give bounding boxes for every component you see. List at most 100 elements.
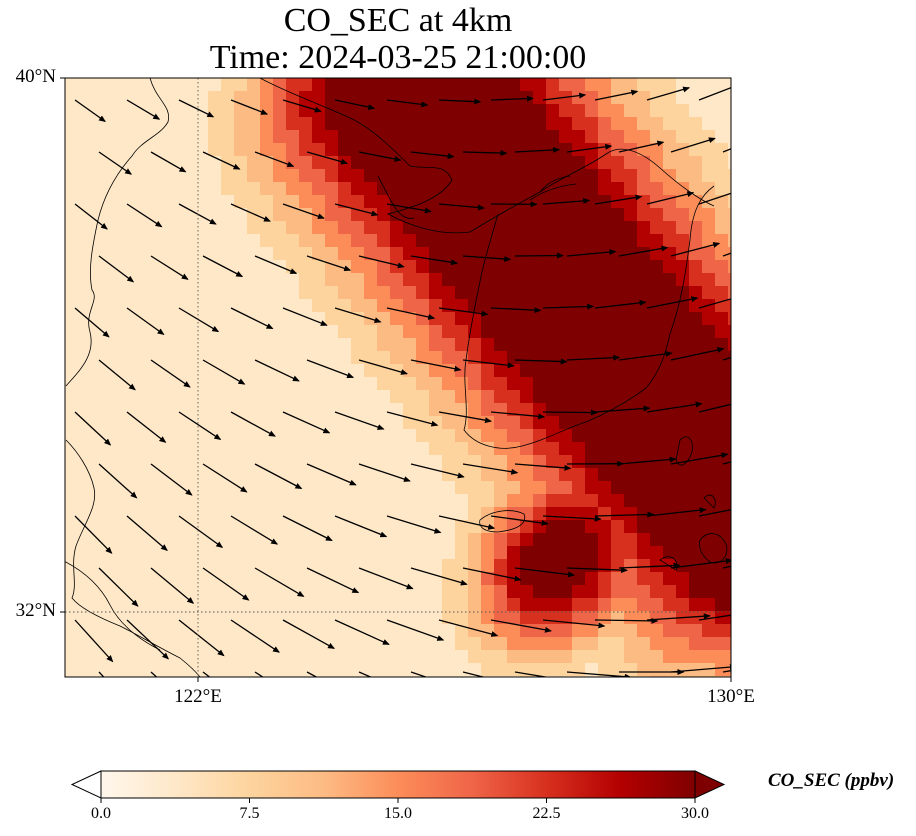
- field-cell: [195, 117, 209, 131]
- field-cell: [364, 117, 378, 131]
- field-cell: [299, 234, 313, 248]
- field-cell: [546, 351, 560, 365]
- field-cell: [663, 364, 677, 378]
- field-cell: [377, 247, 391, 261]
- field-cell: [442, 221, 456, 235]
- field-cell: [286, 325, 300, 339]
- field-cell: [169, 637, 183, 651]
- field-cell: [338, 663, 352, 677]
- field-cell: [403, 455, 417, 469]
- field-cell: [611, 91, 625, 105]
- wind-arrow: [542, 619, 606, 629]
- field-cell: [117, 468, 131, 482]
- field-cell: [234, 390, 248, 404]
- field-cell: [442, 208, 456, 222]
- field-cell: [234, 143, 248, 157]
- field-cell: [676, 559, 690, 573]
- field-cell: [442, 234, 456, 248]
- field-cell: [286, 494, 300, 508]
- field-cell: [715, 130, 729, 144]
- field-cell: [338, 143, 352, 157]
- field-cell: [728, 78, 731, 92]
- field-cell: [611, 676, 625, 677]
- field-cell: [416, 104, 430, 118]
- field-cell: [572, 312, 586, 326]
- field-cell: [156, 299, 170, 313]
- field-cell: [429, 221, 443, 235]
- field-cell: [676, 182, 690, 196]
- field-cell: [65, 416, 79, 430]
- wind-arrow: [698, 509, 731, 517]
- field-cell: [702, 117, 716, 131]
- field-cell: [338, 455, 352, 469]
- field-cell: [78, 208, 92, 222]
- field-cell: [364, 91, 378, 105]
- field-cell: [234, 637, 248, 651]
- field-cell: [442, 312, 456, 326]
- field-cell: [416, 585, 430, 599]
- field-cell: [559, 676, 573, 677]
- field-cell: [650, 403, 664, 417]
- field-cell: [130, 676, 144, 677]
- field-cell: [195, 91, 209, 105]
- field-cell: [468, 325, 482, 339]
- field-cell: [390, 663, 404, 677]
- field-cell: [182, 390, 196, 404]
- field-cell: [702, 585, 716, 599]
- field-cell: [676, 390, 690, 404]
- field-cell: [130, 403, 144, 417]
- field-cell: [650, 325, 664, 339]
- field-cell: [208, 481, 222, 495]
- field-cell: [546, 156, 560, 170]
- field-cell: [520, 637, 534, 651]
- field-cell: [338, 312, 352, 326]
- field-cell: [364, 533, 378, 547]
- field-cell: [585, 260, 599, 274]
- field-cell: [169, 273, 183, 287]
- field-cell: [442, 247, 456, 261]
- field-cell: [429, 572, 443, 586]
- wind-arrow: [514, 463, 572, 471]
- field-cell: [520, 429, 534, 443]
- field-cell: [182, 494, 196, 508]
- field-cell: [286, 338, 300, 352]
- field-cell: [117, 455, 131, 469]
- field-cell: [728, 481, 731, 495]
- field-cell: [429, 455, 443, 469]
- wind-arrow: [646, 296, 699, 309]
- field-cell: [546, 260, 560, 274]
- field-cell: [637, 637, 651, 651]
- field-cell: [65, 286, 79, 300]
- field-cell: [273, 416, 287, 430]
- field-cell: [455, 91, 469, 105]
- field-cell: [78, 481, 92, 495]
- field-cell: [468, 403, 482, 417]
- field-cell: [65, 273, 79, 287]
- field-cell: [689, 169, 703, 183]
- field-cell: [650, 169, 664, 183]
- wind-arrow: [98, 151, 133, 175]
- field-cell: [260, 182, 274, 196]
- field-cell: [559, 546, 573, 560]
- field-cell: [65, 650, 79, 664]
- field-cell: [130, 624, 144, 638]
- field-cell: [663, 390, 677, 404]
- field-cell: [416, 286, 430, 300]
- field-cell: [91, 676, 105, 677]
- field-cell: [65, 546, 79, 560]
- field-cell: [663, 195, 677, 209]
- field-cell: [195, 442, 209, 456]
- field-cell: [364, 663, 378, 677]
- field-cell: [637, 156, 651, 170]
- field-cell: [429, 403, 443, 417]
- field-cell: [507, 286, 521, 300]
- field-cell: [637, 533, 651, 547]
- field-cell: [455, 351, 469, 365]
- field-cell: [481, 481, 495, 495]
- wind-arrow: [202, 567, 250, 601]
- field-cell: [78, 442, 92, 456]
- field-cell: [338, 221, 352, 235]
- field-cell: [130, 260, 144, 274]
- field-cell: [221, 169, 235, 183]
- field-cell: [91, 624, 105, 638]
